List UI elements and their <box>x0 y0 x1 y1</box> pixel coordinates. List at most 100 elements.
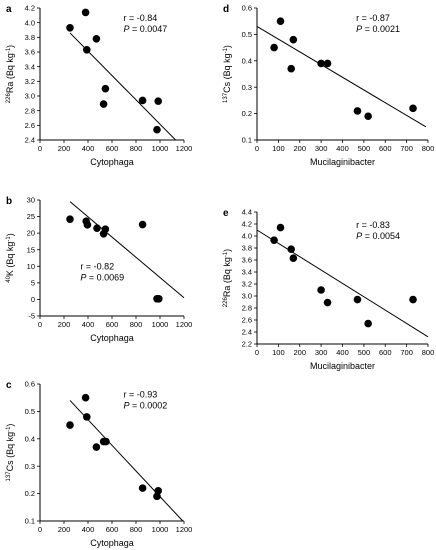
r-value: r = -0.83 <box>356 220 390 230</box>
x-axis-label: Cytophaga <box>90 157 134 167</box>
y-label-exponent: -1 <box>223 47 229 53</box>
x-tick-label: 800 <box>422 348 435 357</box>
x-tick-label: 200 <box>58 525 71 534</box>
data-point <box>138 96 147 105</box>
r-value: r = -0.87 <box>356 13 390 23</box>
y-tick-label: 4.0 <box>25 18 35 27</box>
y-tick-label: 0.5 <box>25 407 35 416</box>
x-tick-label: 200 <box>58 144 71 153</box>
y-tick-label: 3.0 <box>242 292 252 301</box>
data-point <box>270 43 278 52</box>
panel-c: c 0 200 400 600 800 1000 1200 0.1 0.2 0.3 0.4 0.5 0.6… <box>5 380 192 548</box>
x-tick-label: 100 <box>272 348 285 357</box>
y-label-exponent: -1 <box>6 236 12 242</box>
data-point <box>101 84 110 93</box>
data-point <box>83 46 91 54</box>
y-tick-label: 4.2 <box>25 4 35 13</box>
panel-label: c <box>6 380 12 391</box>
p-number: = 0.0021 <box>362 24 400 34</box>
data-point <box>66 24 74 32</box>
data-point <box>317 59 325 68</box>
y-tick-label: 2.6 <box>25 121 35 130</box>
y-tick-label: 25 <box>27 212 35 221</box>
data-point <box>66 215 74 224</box>
y-tick-label: 10 <box>27 262 35 271</box>
y-label-text: Ra (Bq kg <box>222 257 232 297</box>
y-tick-label: 2.8 <box>25 106 35 115</box>
y-tick-label: 3.8 <box>25 33 35 42</box>
y-tick-label: 0.3 <box>242 83 252 92</box>
y-label-isotope: 137 <box>223 92 229 103</box>
y-label-text: Cs (Bq kg <box>222 53 232 93</box>
x-tick-label: 400 <box>82 320 95 329</box>
data-point <box>155 294 163 303</box>
r-value: r = -0.82 <box>80 262 114 272</box>
y-label-exponent: -1 <box>6 47 12 53</box>
p-symbol: P <box>124 401 130 411</box>
y-tick-label: 0.2 <box>242 109 252 118</box>
y-tick-label: 0.5 <box>242 30 252 39</box>
y-tick-label: 0 <box>31 295 35 304</box>
p-number: = 0.0047 <box>130 24 168 34</box>
panel-label: a <box>6 4 12 15</box>
x-axis-label: Cytophaga <box>90 538 134 548</box>
y-label-isotope: 226 <box>6 93 12 104</box>
x-tick-label: 600 <box>106 144 119 153</box>
data-point <box>81 8 90 17</box>
y-tick-label: 15 <box>27 245 35 254</box>
y-tick-label: 3.8 <box>242 244 252 253</box>
y-label-exponent: -1 <box>6 426 12 432</box>
y-tick-label: 0.4 <box>242 56 252 65</box>
p-value: P = 0.0054 <box>356 231 400 241</box>
data-point <box>287 245 296 253</box>
x-axis-label: Cytophaga <box>90 333 134 343</box>
panel-label: b <box>6 196 12 207</box>
y-label-exponent: -1 <box>223 251 229 257</box>
r-value: r = -0.93 <box>124 390 158 400</box>
y-tick-label: 3.0 <box>25 92 35 101</box>
x-tick-label: 1200 <box>176 525 193 534</box>
panel-e: e 0 100 200 300 400 500 600 700 800 2.2 2.4 2.6 2.8 3.… <box>222 208 434 371</box>
data-point <box>270 236 278 244</box>
x-tick-label: 100 <box>272 144 285 153</box>
data-point <box>102 437 110 446</box>
panel-d: d 0 100 200 300 400 500 600 700 800 0.1 0.2 0.3 0.4 0.… <box>222 4 434 167</box>
data-point <box>353 295 362 304</box>
y-tick-label: 3.4 <box>25 62 35 71</box>
x-tick-label: 400 <box>336 144 349 153</box>
p-value: P = 0.0047 <box>124 24 168 34</box>
y-tick-label: 4.4 <box>242 208 252 217</box>
data-point <box>92 443 101 451</box>
y-tick-label: 2.2 <box>242 340 252 349</box>
y-axis-label: 40K (Bq kg-1) <box>5 233 15 283</box>
y-label-close: ) <box>5 233 15 236</box>
x-tick-label: 800 <box>422 144 435 153</box>
p-symbol: P <box>124 24 130 34</box>
y-label-text: Ra (Bq kg <box>5 53 15 93</box>
data-point <box>364 319 372 328</box>
y-tick-label: -5 <box>28 312 35 321</box>
x-tick-label: 1200 <box>176 144 193 153</box>
regression-line <box>256 229 429 338</box>
data-point <box>154 487 162 495</box>
y-tick-label: 20 <box>27 229 35 238</box>
data-point <box>101 225 110 233</box>
data-point <box>99 100 108 108</box>
r-value: r = -0.84 <box>124 13 158 23</box>
x-tick-label: 200 <box>293 144 306 153</box>
y-tick-label: 3.2 <box>25 77 35 86</box>
p-symbol: P <box>356 231 362 241</box>
data-point <box>289 35 298 44</box>
p-number: = 0.0069 <box>86 273 124 283</box>
data-point <box>289 254 298 262</box>
y-tick-label: 5 <box>31 278 35 287</box>
y-tick-label: 0.6 <box>242 4 252 13</box>
y-tick-label: 2.8 <box>242 304 252 313</box>
data-point <box>138 220 147 229</box>
x-tick-label: 0 <box>38 320 42 329</box>
panel-a: a 0 200 400 600 800 1000 1200 2.4 2.6 2.8 3.0 3.2 3.4… <box>5 4 192 167</box>
x-tick-label: 1000 <box>152 525 169 534</box>
data-point <box>83 221 92 229</box>
x-axis-label: Mucilaginibacter <box>310 361 375 371</box>
y-tick-label: 30 <box>27 196 35 205</box>
